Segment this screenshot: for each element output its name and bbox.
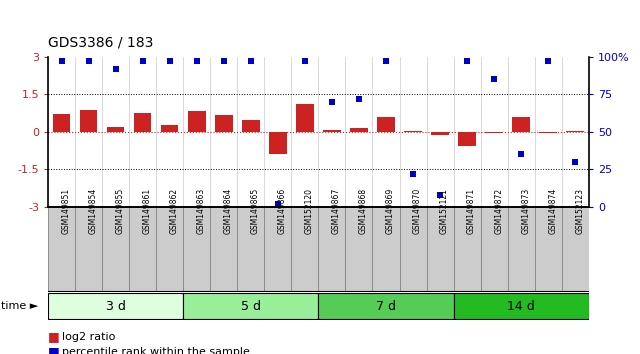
Bar — [481, 207, 508, 292]
Text: 7 d: 7 d — [376, 300, 396, 313]
Bar — [269, 132, 287, 154]
Text: GSM149851: GSM149851 — [61, 188, 70, 234]
Bar — [183, 293, 319, 319]
Bar — [188, 110, 205, 132]
Bar — [264, 207, 291, 292]
Point — [354, 96, 364, 102]
Text: GSM149869: GSM149869 — [386, 188, 395, 234]
Point — [516, 152, 526, 157]
Bar — [346, 207, 372, 292]
Bar — [535, 207, 562, 292]
Bar — [540, 132, 557, 133]
Bar — [237, 207, 264, 292]
Text: GSM149862: GSM149862 — [170, 188, 179, 234]
Bar — [156, 207, 183, 292]
Point — [543, 58, 554, 64]
Text: GSM152121: GSM152121 — [440, 188, 449, 234]
Text: GSM152120: GSM152120 — [305, 188, 314, 234]
Bar — [508, 207, 535, 292]
Point — [219, 58, 229, 64]
Bar — [431, 132, 449, 135]
Point — [138, 58, 148, 64]
Bar — [319, 207, 346, 292]
Text: GSM152123: GSM152123 — [575, 188, 584, 234]
Bar — [566, 131, 584, 132]
Point — [111, 66, 121, 72]
Point — [435, 192, 445, 198]
Text: GSM149873: GSM149873 — [521, 188, 530, 234]
Bar — [102, 207, 129, 292]
Bar — [372, 207, 399, 292]
Bar — [75, 207, 102, 292]
Text: GSM149863: GSM149863 — [196, 188, 205, 234]
Point — [327, 99, 337, 105]
Bar — [161, 125, 179, 132]
Bar — [323, 130, 340, 132]
Bar — [513, 117, 530, 132]
Text: GSM149872: GSM149872 — [494, 188, 503, 234]
Bar — [242, 120, 260, 132]
Point — [570, 159, 580, 165]
Bar — [427, 207, 454, 292]
Point — [164, 58, 175, 64]
Point — [300, 58, 310, 64]
Bar — [52, 114, 70, 132]
Text: 14 d: 14 d — [508, 300, 535, 313]
Text: GSM149874: GSM149874 — [548, 188, 557, 234]
Bar — [48, 207, 75, 292]
Point — [381, 58, 391, 64]
Text: GSM149870: GSM149870 — [413, 188, 422, 234]
Bar — [350, 128, 368, 132]
Bar — [458, 132, 476, 145]
Text: ■: ■ — [48, 331, 60, 343]
Bar — [291, 207, 319, 292]
Text: GSM149864: GSM149864 — [224, 188, 233, 234]
Bar — [215, 115, 232, 132]
Point — [489, 76, 499, 82]
Text: percentile rank within the sample: percentile rank within the sample — [62, 347, 250, 354]
Bar — [183, 207, 211, 292]
Text: 3 d: 3 d — [106, 300, 125, 313]
Bar — [48, 293, 183, 319]
Bar — [485, 132, 503, 133]
Bar — [454, 207, 481, 292]
Text: GSM149865: GSM149865 — [251, 188, 260, 234]
Bar — [134, 113, 152, 132]
Bar — [319, 293, 454, 319]
Bar — [404, 131, 422, 132]
Bar — [377, 117, 395, 132]
Text: GSM149855: GSM149855 — [116, 188, 125, 234]
Text: log2 ratio: log2 ratio — [62, 332, 115, 342]
Point — [273, 201, 283, 207]
Text: ■: ■ — [48, 346, 60, 354]
Text: GDS3386 / 183: GDS3386 / 183 — [48, 35, 154, 50]
Point — [462, 58, 472, 64]
Bar — [107, 127, 124, 132]
Point — [246, 58, 256, 64]
Text: GSM149854: GSM149854 — [88, 188, 97, 234]
Bar — [129, 207, 156, 292]
Point — [191, 58, 202, 64]
Text: GSM149866: GSM149866 — [278, 188, 287, 234]
Text: GSM149867: GSM149867 — [332, 188, 341, 234]
Point — [408, 171, 418, 177]
Text: time ►: time ► — [1, 301, 38, 311]
Bar — [296, 104, 314, 132]
Text: 5 d: 5 d — [241, 300, 261, 313]
Bar — [80, 110, 97, 132]
Bar — [562, 207, 589, 292]
Text: GSM149868: GSM149868 — [359, 188, 368, 234]
Bar — [454, 293, 589, 319]
Point — [83, 58, 93, 64]
Bar — [399, 207, 427, 292]
Text: GSM149871: GSM149871 — [467, 188, 476, 234]
Text: GSM149861: GSM149861 — [143, 188, 152, 234]
Point — [56, 58, 67, 64]
Bar — [211, 207, 237, 292]
